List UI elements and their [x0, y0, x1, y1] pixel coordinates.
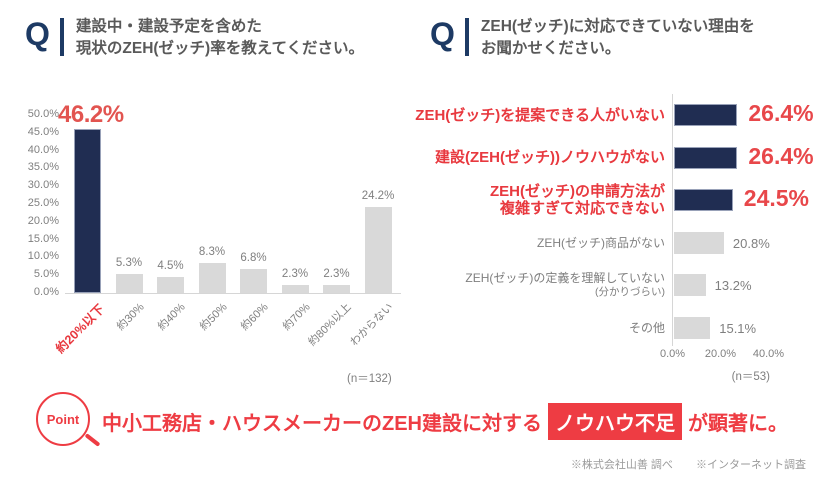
- footnote-method: ※インターネット調査: [696, 459, 806, 471]
- reason-label: ZEH(ゼッチ)の定義を理解していない (分かりづらい): [410, 263, 665, 307]
- y-tick-label: 10.0%: [27, 250, 59, 263]
- point-highlight: ノウハウ不足: [548, 402, 682, 440]
- reason-label-line: その他: [628, 320, 665, 335]
- x-tick-text: 約20%以下: [53, 301, 108, 356]
- q-divider-right: [464, 18, 469, 56]
- bar-約50%: [198, 263, 226, 293]
- reason-label-line: ZEH(ゼッチ)の申請方法が: [490, 183, 665, 200]
- reason-label-line: 複雑すぎて対応できない: [499, 200, 665, 217]
- x-tick-label: 20.0%: [704, 348, 737, 360]
- y-tick-label: 15.0%: [27, 232, 59, 245]
- y-tick-label: 50.0%: [27, 108, 59, 120]
- y-tick-label: 30.0%: [27, 179, 59, 192]
- x-axis-line: [65, 293, 401, 294]
- bar-約70%: [281, 284, 309, 293]
- question-right-line1: ZEH(ゼッチ)に対応できていない理由を: [480, 18, 755, 35]
- bar-value-label: 2.3%: [323, 267, 350, 280]
- reason-label: ZEH(ゼッチ)の申請方法が 複雑すぎて対応できない: [410, 178, 665, 222]
- reason-bar: [674, 231, 724, 254]
- reason-label: 建設(ZEH(ゼッチ))ノウハウがない: [410, 136, 665, 180]
- reason-bar: [674, 274, 706, 296]
- q-divider-left: [59, 18, 64, 56]
- bar-value-label: 8.3%: [198, 246, 226, 259]
- point-text-after: が顕著に。: [688, 412, 788, 435]
- reason-bar: [674, 316, 711, 339]
- point-text-before: 中小工務店・ハウスメーカーのZEH建設に対する: [102, 412, 542, 435]
- reason-value-label: 26.4%: [748, 100, 814, 126]
- question-right: Q ZEH(ゼッチ)に対応できていない理由を お聞かせください。: [430, 16, 755, 60]
- sample-size-left: (n＝132): [347, 373, 392, 385]
- x-tick-label: 0.0%: [659, 348, 686, 360]
- x-tick-text: 約40%: [156, 301, 189, 333]
- bar-value-label: 24.2%: [361, 189, 395, 202]
- bar-約60%: [240, 268, 267, 293]
- reason-bar: [674, 146, 738, 169]
- question-left-line1: 建設中・建設予定を含めた: [75, 18, 262, 35]
- bar-約30%: [115, 274, 143, 293]
- x-tick-text: 約80%以上: [306, 301, 355, 349]
- reason-label-line: ZEH(ゼッチ)の定義を理解していない: [465, 271, 665, 285]
- q-mark-left-icon: Q: [25, 16, 50, 52]
- question-left: Q 建設中・建設予定を含めた 現状のZEH(ゼッチ)率を教えてください。: [25, 16, 364, 60]
- x-tick-text: 約60%: [239, 301, 272, 333]
- reason-value-label: 15.1%: [719, 320, 757, 336]
- x-tick-text: わからない: [348, 301, 396, 349]
- y-tick-label: 45.0%: [27, 125, 59, 138]
- zeh-rate-chart: (n＝132) 0.0% 5.0% 10.0% 15.0% 20.0% 25.0% 30.0…: [14, 100, 414, 400]
- y-tick-label: 40.0%: [27, 143, 59, 156]
- question-left-text: 建設中・建設予定を含めた 現状のZEH(ゼッチ)率を教えてください。: [76, 16, 364, 60]
- y-axis-line: [672, 94, 673, 346]
- reason-value-label: 20.8%: [732, 235, 770, 251]
- zeh-reasons-chart: (n＝53) ZEH(ゼッチ)を提案できる人がいない 26.4% 建設(ZEH(ゼッ…: [410, 90, 820, 400]
- reason-label-line: 建設(ZEH(ゼッチ))ノウハウがない: [435, 149, 665, 166]
- x-tick-text: 約30%: [114, 301, 147, 333]
- reason-value-label: 26.4%: [748, 142, 814, 169]
- question-left-line2: 現状のZEH(ゼッチ)率を教えてください。: [75, 40, 364, 57]
- question-right-text: ZEH(ゼッチ)に対応できていない理由を お聞かせください。: [481, 16, 755, 60]
- reason-bar: [674, 104, 738, 126]
- reason-value-label: 24.5%: [743, 185, 810, 211]
- bar-わからない: [364, 206, 392, 293]
- point-statement: 中小工務店・ハウスメーカーのZEH建設に対する ノウハウ不足 が顕著に。: [102, 402, 788, 440]
- bar-約80%以上: [323, 284, 350, 293]
- reason-label: その他: [410, 306, 665, 350]
- reason-bar: [674, 189, 733, 211]
- bar-約40%: [157, 276, 184, 293]
- sample-size-right: (n＝53): [731, 371, 770, 383]
- reason-label-line: ZEH(ゼッチ)商品がない: [537, 235, 665, 250]
- y-tick-label: 25.0%: [27, 197, 59, 209]
- x-tick-text: 約70%: [280, 301, 313, 333]
- reason-value-label: 13.2%: [714, 278, 752, 293]
- y-tick-label: 20.0%: [27, 214, 59, 227]
- footnotes: ※株式会社山善 調べ ※インターネット調査: [571, 456, 806, 472]
- y-tick-label: 0.0%: [33, 286, 59, 298]
- bar-value-label: 5.3%: [115, 257, 143, 270]
- x-tick-label: 40.0%: [752, 348, 785, 360]
- question-right-line2: お聞かせください。: [480, 40, 621, 57]
- y-tick-label: 35.0%: [27, 161, 59, 174]
- point-badge-tail-icon: [84, 433, 101, 447]
- reason-label: ZEH(ゼッチ)商品がない: [410, 221, 665, 265]
- y-tick-label: 5.0%: [33, 268, 59, 281]
- bar-value-label: 46.2%: [58, 100, 124, 128]
- x-tick-text: 約50%: [197, 301, 230, 333]
- point-badge: Point: [36, 392, 90, 446]
- footnote-source: ※株式会社山善 調べ: [570, 459, 673, 471]
- reason-label-line: ZEH(ゼッチ)を提案できる人がいない: [415, 106, 665, 124]
- reason-label: ZEH(ゼッチ)を提案できる人がいない: [410, 93, 665, 137]
- bar-value-label: 2.3%: [281, 267, 309, 280]
- reason-label-line: (分かりづらい): [595, 286, 665, 298]
- bar-約20%以下: [74, 128, 101, 293]
- bar-value-label: 6.8%: [240, 251, 267, 264]
- q-mark-right-icon: Q: [430, 16, 455, 52]
- bar-value-label: 4.5%: [157, 259, 184, 272]
